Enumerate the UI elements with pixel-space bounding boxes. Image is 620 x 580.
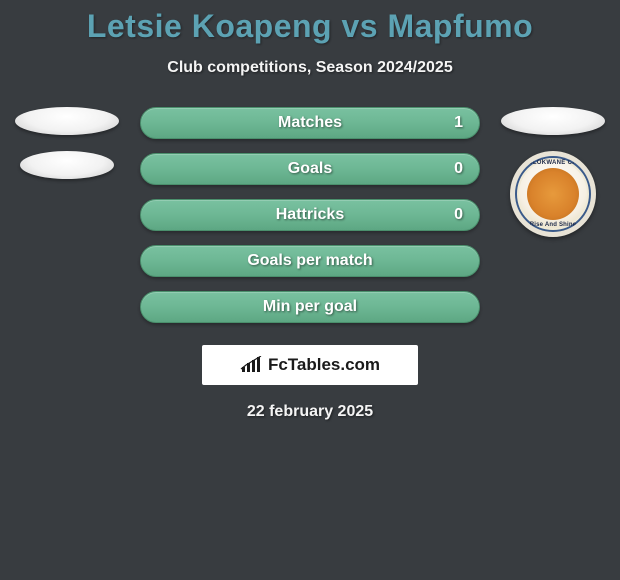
club-badge: POLOKWANE CITY Rise And Shine	[510, 151, 596, 237]
barchart-icon	[240, 356, 262, 374]
logo-inner: FcTables.com	[240, 355, 380, 375]
stat-bar-goals: Goals 0	[140, 153, 480, 185]
left-player-col	[12, 107, 122, 179]
stat-value-right: 1	[454, 114, 463, 132]
club-placeholder	[20, 151, 114, 179]
subtitle: Club competitions, Season 2024/2025	[0, 59, 620, 77]
stat-label: Goals	[288, 160, 332, 178]
source-logo[interactable]: FcTables.com	[202, 345, 418, 385]
stat-bar-matches: Matches 1	[140, 107, 480, 139]
snapshot-date: 22 february 2025	[0, 403, 620, 421]
stat-value-right: 0	[454, 206, 463, 224]
avatar-placeholder	[15, 107, 119, 135]
badge-text-bottom: Rise And Shine	[515, 222, 591, 228]
right-player-col: POLOKWANE CITY Rise And Shine	[498, 107, 608, 237]
main-row: Matches 1 Goals 0 Hattricks 0 Goals per …	[0, 107, 620, 323]
logo-text: FcTables.com	[268, 355, 380, 375]
stat-value-right: 0	[454, 160, 463, 178]
badge-text-top: POLOKWANE CITY	[515, 160, 591, 166]
stat-label: Goals per match	[247, 252, 372, 270]
stat-bar-mpg: Min per goal	[140, 291, 480, 323]
stat-bars: Matches 1 Goals 0 Hattricks 0 Goals per …	[140, 107, 480, 323]
stat-label: Hattricks	[276, 206, 344, 224]
stat-label: Min per goal	[263, 298, 357, 316]
page-title: Letsie Koapeng vs Mapfumo	[0, 8, 620, 45]
comparison-widget: Letsie Koapeng vs Mapfumo Club competiti…	[0, 0, 620, 421]
stat-bar-hattricks: Hattricks 0	[140, 199, 480, 231]
avatar-placeholder	[501, 107, 605, 135]
stat-bar-gpm: Goals per match	[140, 245, 480, 277]
stat-label: Matches	[278, 114, 342, 132]
badge-inner	[527, 168, 579, 220]
